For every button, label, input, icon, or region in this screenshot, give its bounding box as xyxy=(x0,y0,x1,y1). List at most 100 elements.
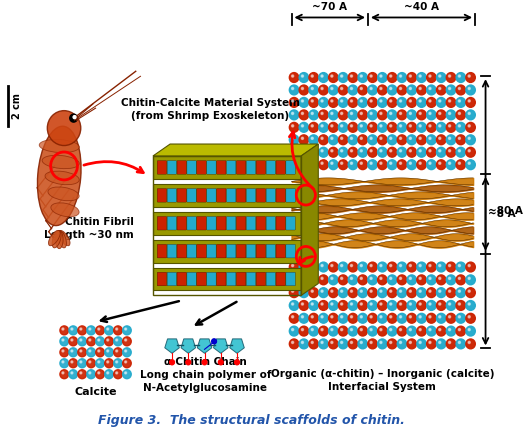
Circle shape xyxy=(388,85,397,95)
Circle shape xyxy=(96,359,104,368)
Circle shape xyxy=(409,75,411,77)
FancyBboxPatch shape xyxy=(256,161,266,174)
Circle shape xyxy=(341,341,343,343)
Circle shape xyxy=(449,112,451,114)
Circle shape xyxy=(125,339,127,341)
Circle shape xyxy=(319,262,328,272)
Circle shape xyxy=(390,303,392,305)
Circle shape xyxy=(409,316,411,318)
Circle shape xyxy=(417,123,426,132)
Circle shape xyxy=(114,370,122,379)
Circle shape xyxy=(301,328,304,331)
Circle shape xyxy=(299,98,309,107)
FancyBboxPatch shape xyxy=(276,244,286,258)
Circle shape xyxy=(458,265,460,267)
Circle shape xyxy=(456,262,466,272)
Circle shape xyxy=(419,341,421,343)
Circle shape xyxy=(407,313,417,323)
FancyBboxPatch shape xyxy=(177,244,186,258)
FancyBboxPatch shape xyxy=(227,244,236,258)
Circle shape xyxy=(399,88,401,90)
Ellipse shape xyxy=(57,231,66,248)
Circle shape xyxy=(409,112,411,114)
Circle shape xyxy=(299,85,309,95)
Circle shape xyxy=(468,290,470,292)
Circle shape xyxy=(390,316,392,318)
FancyBboxPatch shape xyxy=(227,161,236,174)
Circle shape xyxy=(360,316,362,318)
Polygon shape xyxy=(153,156,301,179)
Circle shape xyxy=(301,265,304,267)
Circle shape xyxy=(388,160,397,170)
Circle shape xyxy=(468,265,470,267)
Circle shape xyxy=(348,73,358,82)
Circle shape xyxy=(368,262,377,272)
Circle shape xyxy=(419,112,421,114)
Circle shape xyxy=(71,328,73,330)
Circle shape xyxy=(69,348,77,357)
Circle shape xyxy=(311,75,313,77)
Circle shape xyxy=(341,88,343,90)
FancyBboxPatch shape xyxy=(227,188,236,202)
FancyBboxPatch shape xyxy=(167,244,177,258)
Circle shape xyxy=(329,160,338,170)
Circle shape xyxy=(125,328,127,330)
FancyBboxPatch shape xyxy=(236,272,246,286)
Circle shape xyxy=(62,361,64,363)
Circle shape xyxy=(468,328,470,331)
Circle shape xyxy=(439,88,441,90)
Circle shape xyxy=(370,88,372,90)
Circle shape xyxy=(380,341,382,343)
Circle shape xyxy=(299,313,309,323)
Circle shape xyxy=(449,277,451,279)
Circle shape xyxy=(370,328,372,331)
Circle shape xyxy=(437,300,446,311)
Circle shape xyxy=(341,328,343,331)
Circle shape xyxy=(311,303,313,305)
Circle shape xyxy=(301,125,304,127)
Circle shape xyxy=(358,160,367,170)
Circle shape xyxy=(89,339,91,341)
Circle shape xyxy=(360,162,362,164)
Circle shape xyxy=(291,290,294,292)
Polygon shape xyxy=(153,144,318,156)
Circle shape xyxy=(397,73,407,82)
Circle shape xyxy=(380,150,382,152)
Circle shape xyxy=(289,85,299,95)
Circle shape xyxy=(468,88,470,90)
Circle shape xyxy=(419,328,421,331)
Text: Figure 3.  The structural scaffolds of chitin.: Figure 3. The structural scaffolds of ch… xyxy=(98,413,405,427)
Circle shape xyxy=(456,160,466,170)
Circle shape xyxy=(311,316,313,318)
Circle shape xyxy=(380,162,382,164)
Circle shape xyxy=(429,341,431,343)
Circle shape xyxy=(429,303,431,305)
Circle shape xyxy=(341,316,343,318)
FancyBboxPatch shape xyxy=(286,216,295,230)
Circle shape xyxy=(60,370,68,379)
Circle shape xyxy=(291,112,294,114)
Circle shape xyxy=(446,110,456,120)
Circle shape xyxy=(419,265,421,267)
Circle shape xyxy=(397,288,407,297)
Circle shape xyxy=(96,348,104,357)
Circle shape xyxy=(350,277,352,279)
Circle shape xyxy=(107,339,109,341)
Circle shape xyxy=(301,341,304,343)
Circle shape xyxy=(399,303,401,305)
Circle shape xyxy=(107,328,109,330)
FancyBboxPatch shape xyxy=(256,216,266,230)
Circle shape xyxy=(449,100,451,102)
Circle shape xyxy=(116,372,118,374)
Circle shape xyxy=(125,350,127,352)
Circle shape xyxy=(338,123,348,132)
Circle shape xyxy=(291,303,294,305)
Circle shape xyxy=(78,326,86,335)
Circle shape xyxy=(388,98,397,107)
Circle shape xyxy=(399,316,401,318)
Circle shape xyxy=(360,265,362,267)
Circle shape xyxy=(291,75,294,77)
Circle shape xyxy=(466,135,476,145)
Circle shape xyxy=(456,98,466,107)
Circle shape xyxy=(409,265,411,267)
